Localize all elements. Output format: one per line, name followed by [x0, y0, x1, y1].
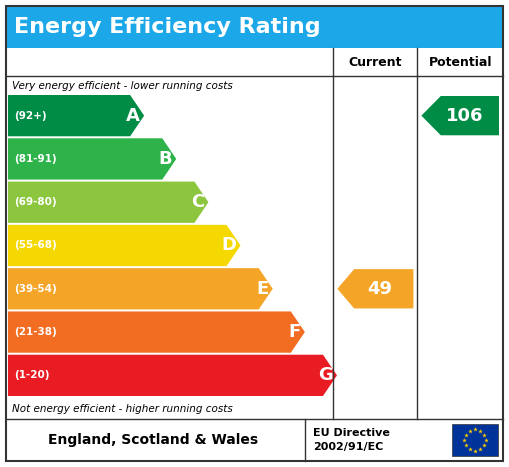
Text: Not energy efficient - higher running costs: Not energy efficient - higher running co…	[12, 404, 233, 414]
Text: Current: Current	[349, 56, 402, 69]
Text: 106: 106	[446, 106, 484, 125]
Text: B: B	[159, 150, 172, 168]
Text: EU Directive: EU Directive	[314, 428, 390, 438]
Bar	[6, 6, 503, 48]
Bar	[452, 424, 498, 456]
Polygon shape	[421, 96, 499, 135]
Text: G: G	[318, 366, 333, 384]
Text: (21-38): (21-38)	[14, 327, 56, 337]
Text: (69-80): (69-80)	[14, 197, 56, 207]
Polygon shape	[8, 138, 176, 180]
Text: Very energy efficient - lower running costs: Very energy efficient - lower running co…	[12, 81, 233, 91]
Text: 49: 49	[367, 280, 392, 298]
Text: D: D	[221, 236, 237, 255]
Polygon shape	[337, 269, 413, 308]
Text: Energy Efficiency Rating: Energy Efficiency Rating	[14, 17, 321, 37]
Text: (81-91): (81-91)	[14, 154, 56, 164]
Text: E: E	[257, 280, 269, 298]
Text: (39-54): (39-54)	[14, 284, 56, 294]
Text: 2002/91/EC: 2002/91/EC	[314, 442, 384, 452]
Polygon shape	[8, 182, 208, 223]
Text: A: A	[126, 106, 140, 125]
Polygon shape	[8, 355, 337, 396]
Text: Potential: Potential	[429, 56, 492, 69]
Text: (92+): (92+)	[14, 111, 47, 120]
Text: England, Scotland & Wales: England, Scotland & Wales	[48, 433, 258, 447]
Polygon shape	[8, 95, 144, 136]
Polygon shape	[8, 268, 273, 310]
Polygon shape	[8, 225, 241, 266]
Text: F: F	[289, 323, 301, 341]
Text: (55-68): (55-68)	[14, 241, 56, 250]
Polygon shape	[8, 311, 305, 353]
Text: C: C	[191, 193, 205, 211]
Text: (1-20): (1-20)	[14, 370, 49, 380]
